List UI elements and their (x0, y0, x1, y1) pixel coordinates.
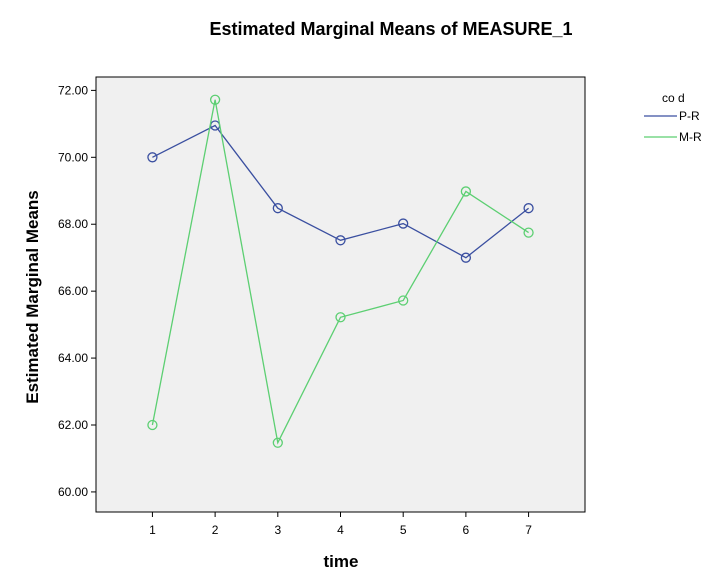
y-tick-label: 68.00 (58, 217, 88, 231)
legend-label: M-R (679, 130, 702, 144)
plot-area (95, 76, 586, 513)
data-point-m-r (398, 295, 409, 306)
x-tick-label: 4 (337, 523, 344, 537)
data-point-m-r (523, 227, 534, 238)
x-tick-label: 6 (463, 523, 470, 537)
data-point-p-r (147, 152, 158, 163)
data-point-p-r (460, 252, 472, 263)
legend: co d P-R M-R (644, 91, 702, 144)
data-point-p-r (272, 203, 283, 214)
data-point-m-r (335, 312, 346, 323)
legend-title: co d (662, 91, 685, 105)
y-tick-label: 60.00 (58, 485, 88, 499)
y-axis: 60.00 62.00 64.00 66.00 68.00 70.00 72.00 (58, 83, 96, 499)
data-point-m-r (272, 437, 283, 448)
x-tick-label: 1 (149, 523, 156, 537)
y-tick-label: 64.00 (58, 351, 88, 365)
series-layer (147, 94, 534, 448)
series-line-p-r (152, 124, 530, 259)
y-axis-title: Estimated Marginal Means (23, 190, 42, 404)
data-point-m-r (147, 419, 158, 431)
series-line-m-r (151, 99, 529, 445)
x-tick-label: 5 (400, 523, 407, 537)
x-axis: 1 2 3 4 5 6 7 (149, 512, 532, 537)
y-tick-label: 62.00 (58, 418, 88, 432)
y-tick-label: 66.00 (58, 284, 88, 298)
x-tick-label: 3 (274, 523, 281, 537)
data-point-p-r (398, 218, 409, 229)
data-point-m-r (460, 186, 472, 197)
y-tick-label: 72.00 (58, 83, 88, 97)
data-point-m-r (209, 94, 221, 105)
data-point-p-r (335, 235, 346, 246)
y-tick-label: 70.00 (58, 150, 88, 164)
x-axis-title: time (324, 552, 359, 571)
x-tick-label: 2 (212, 523, 219, 537)
x-tick-label: 7 (525, 523, 532, 537)
chart-title: Estimated Marginal Means of MEASURE_1 (209, 19, 572, 39)
data-point-p-r (523, 203, 534, 214)
legend-label: P-R (679, 109, 700, 123)
